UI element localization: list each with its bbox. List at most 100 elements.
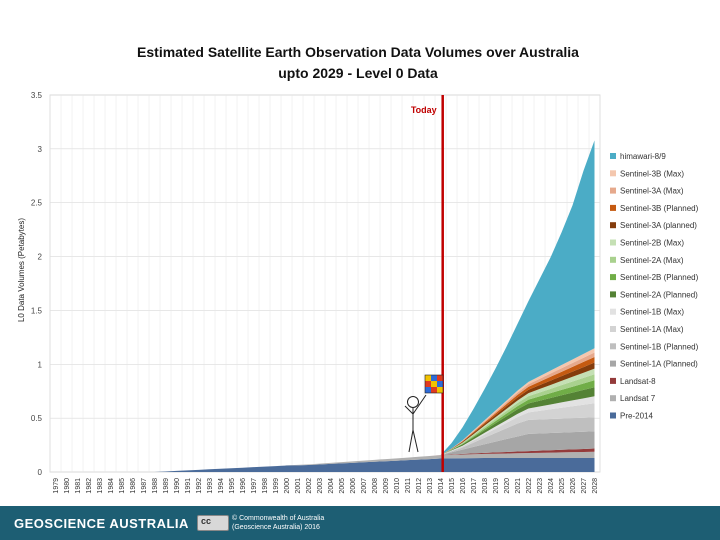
today-label: Today [411,105,437,115]
x-tick-label: 1985 [119,478,126,494]
x-tick-label: 1982 [86,478,93,494]
x-tick-label: 2012 [416,478,423,494]
legend-label: Landsat-8 [620,377,656,386]
legend-swatch [610,377,616,384]
x-tick-label: 1994 [218,478,225,494]
x-tick-label: 2023 [537,478,544,494]
y-tick-label: 1.5 [31,306,43,315]
x-tick-label: 1984 [108,478,115,494]
legend-label: Sentinel-3A (Max) [620,187,684,196]
legend-swatch [610,343,616,350]
x-tick-label: 1990 [174,478,181,494]
stacked-area-chart: Estimated Satellite Earth Observation Da… [17,44,699,494]
legend-swatch [610,308,616,315]
x-tick-label: 1979 [53,478,60,494]
area-sentinel-1b-planned [55,417,595,472]
legend-label: Sentinel-2A (Max) [620,256,684,265]
x-tick-label: 1986 [130,478,137,494]
copyright-line-2: (Geoscience Australia) 2016 [232,524,320,531]
legend-label: Sentinel-2B (Max) [620,239,684,248]
x-tick-label: 1992 [196,478,203,494]
legend-label: Sentinel-1A (Planned) [620,360,698,369]
x-tick-label: 2011 [405,478,412,493]
x-tick-label: 2019 [493,478,500,494]
legend-swatch [610,326,616,332]
x-tick-label: 1989 [163,478,170,494]
x-tick-label: 2000 [284,478,291,494]
legend-swatch [610,153,616,159]
legend-label: Sentinel-2B (Planned) [620,273,699,282]
x-tick-label: 2009 [383,478,390,494]
x-tick-label: 2017 [471,478,478,494]
copyright-text: © Commonwealth of Australia (Geoscience … [232,514,324,532]
legend-label: Sentinel-1A (Max) [620,325,684,334]
y-tick-label: 3 [38,145,43,154]
legend-label: Sentinel-3A (planned) [620,221,697,230]
legend-label: Landsat 7 [620,394,656,403]
legend-swatch [610,170,616,177]
today-marker: Today [411,95,444,472]
x-tick-label: 2006 [350,478,357,494]
copyright-line-1: © Commonwealth of Australia [232,515,325,522]
x-tick-label: 1981 [75,478,82,494]
x-tick-label: 1998 [262,478,269,494]
x-tick-label: 2008 [372,478,379,494]
legend-swatch [610,291,616,298]
x-tick-label: 1991 [185,478,192,494]
y-axis-label: L0 Data Volumes (Petabytes) [17,218,26,322]
legend-swatch [610,239,616,246]
area-series [55,140,595,472]
legend-label: Sentinel-2A (Planned) [620,290,698,299]
x-tick-label: 2007 [361,478,368,494]
x-tick-label: 2024 [548,478,555,494]
y-tick-label: 1 [38,360,43,369]
y-tick-labels: 0 0.5 1 1.5 2 2.5 3 3.5 [31,91,43,477]
area-sentinel-2a-planned [55,387,595,472]
x-tick-labels: 1979 1980 1981 1982 1983 1984 1985 1986 1987 1988… [53,478,599,494]
x-tick-label: 1999 [273,478,280,494]
footer-bar: GEOSCIENCE AUSTRALIA cc © Commonwealth o… [0,506,720,540]
legend-label: Sentinel-1B (Max) [620,308,684,317]
legend-swatch [610,360,616,367]
legend-swatch [610,395,616,402]
x-tick-label: 2013 [427,478,434,494]
y-tick-label: 3.5 [31,91,43,100]
cc-label: cc [201,516,212,526]
legend-label: himawari-8/9 [620,152,666,161]
x-tick-label: 1997 [251,478,258,494]
x-tick-label: 1988 [152,478,159,494]
x-tick-label: 2018 [482,478,489,494]
legend-label: Pre-2014 [620,412,653,421]
area-sentinel-1a-planned [55,431,595,472]
x-tick-label: 2022 [526,478,533,494]
x-tick-label: 2010 [394,478,401,494]
x-tick-label: 2014 [438,478,445,494]
legend-swatch [610,274,616,281]
x-tick-label: 2015 [449,478,456,494]
x-tick-label: 2027 [581,478,588,494]
x-tick-label: 2004 [328,478,335,494]
x-tick-label: 1995 [229,478,236,494]
area-sentinel-3b-planned [55,356,595,472]
x-tick-label: 1980 [64,478,71,494]
area-pre-2014 [55,458,595,472]
x-tick-label: 1993 [207,478,214,494]
legend-label: Sentinel-3B (Planned) [620,204,699,213]
x-tick-label: 2020 [504,478,511,494]
x-tick-label: 2016 [460,478,467,494]
x-tick-label: 2001 [295,478,302,494]
area-landsat-7 [55,451,595,472]
brand-name: GEOSCIENCE AUSTRALIA [14,516,189,531]
legend-label: Sentinel-3B (Max) [620,169,684,178]
x-tick-label: 2025 [559,478,566,494]
legend-swatch [610,204,616,211]
chart-title: Estimated Satellite Earth Observation Da… [137,44,579,60]
legend-swatch [610,222,616,229]
y-tick-label: 2 [38,253,43,262]
stick-figure-cube-illustration [404,374,444,453]
y-tick-label: 2.5 [31,199,43,208]
x-tick-label: 2002 [306,478,313,494]
x-tick-label: 2005 [339,478,346,494]
grid-lines [49,94,601,473]
x-tick-label: 1987 [141,478,148,494]
